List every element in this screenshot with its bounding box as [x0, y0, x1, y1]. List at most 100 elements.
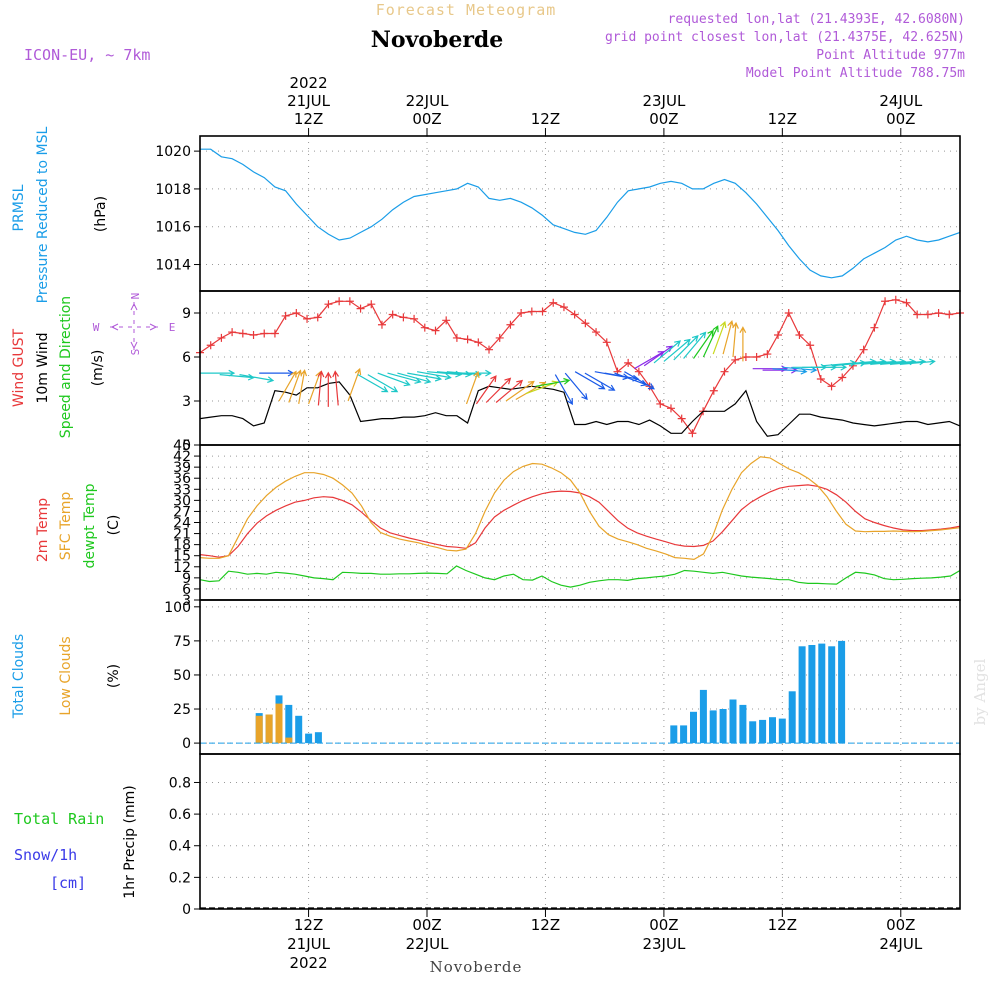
y-tick-label: 42 [173, 449, 191, 465]
x-tick-label-top: 21JUL [287, 92, 330, 110]
x-tick-label-bottom: 21JUL [287, 935, 330, 953]
y-tick-label: 18 [173, 538, 191, 554]
cloud-bar [808, 645, 816, 744]
y-tick-label: 12 [173, 560, 191, 576]
wind-arrow [693, 329, 714, 359]
gust-marker [431, 326, 440, 335]
wind-arrow [278, 370, 297, 402]
gust-marker [228, 328, 237, 337]
temp-label-sfc: SFC Temp [58, 492, 74, 561]
y-tick-label: 50 [173, 668, 191, 684]
wind-arrow [732, 321, 739, 358]
gust-marker [517, 309, 526, 317]
cloud-label-low: Low Clouds [58, 636, 74, 715]
gust-marker [592, 328, 601, 337]
wind-arrow [722, 319, 734, 355]
gust-marker [410, 314, 419, 323]
x-tick-label-bottom: 2022 [289, 954, 327, 972]
y-tick-label: 21 [173, 527, 191, 543]
gust-marker [934, 309, 943, 317]
gust-marker [816, 375, 825, 383]
gust-marker [485, 345, 494, 354]
wind-arrow [347, 367, 362, 402]
wind-arrow [535, 377, 571, 387]
gust-marker [260, 329, 269, 338]
y-tick-label: 24 [173, 516, 191, 532]
gust-marker [527, 307, 536, 316]
gust-marker [913, 310, 922, 319]
wind-unit: (m/s) [90, 350, 106, 387]
gust-marker [495, 333, 504, 342]
wind-arrow [594, 371, 630, 381]
gust-marker [249, 331, 258, 339]
x-tick-label-bottom: 22JUL [406, 935, 449, 953]
gust-marker [388, 310, 397, 319]
wind-arrow [702, 325, 719, 358]
wind-arrow [782, 366, 818, 374]
y-tick-label: 3 [182, 394, 191, 410]
gust-marker [870, 323, 879, 332]
wind-arrow [485, 377, 512, 403]
gust-marker [795, 331, 804, 339]
info-line-1: requested lon,lat (21.4393E, 42.6080N) [668, 12, 965, 27]
gust-marker [891, 295, 900, 304]
wind-arrow [624, 371, 655, 390]
gust-marker [442, 316, 451, 325]
x-tick-label-bottom: 12Z [531, 916, 560, 934]
y-tick-label: 6 [182, 582, 191, 598]
wind-line [199, 381, 961, 437]
wind-arrow [574, 371, 606, 390]
wind-label-dir: Speed and Direction [58, 296, 74, 438]
x-tick-label-top: 2022 [289, 74, 327, 92]
gust-marker [945, 310, 954, 319]
y-tick-label: 1016 [155, 220, 191, 236]
cloud-bar [255, 715, 263, 744]
gust-marker [377, 320, 386, 329]
temp-unit: (C) [106, 515, 122, 536]
wind-arrow [475, 375, 497, 405]
pressure-ylabels: PRMSL Pressure Reduced to MSL (hPa) [11, 126, 109, 303]
y-tick-label: 9 [182, 571, 191, 587]
wind-arrow [456, 369, 492, 377]
cloud-unit: (%) [106, 664, 122, 688]
panel-frame [199, 753, 961, 910]
gust-marker [345, 297, 354, 306]
grid-layer [200, 136, 960, 910]
x-tick-label-top: 12Z [294, 110, 323, 128]
gust-marker [709, 386, 718, 395]
wind-arrow [357, 374, 389, 393]
cloud-bar [285, 704, 293, 744]
precip-label-rain: Total Rain [14, 810, 104, 828]
gust-marker [731, 355, 740, 364]
gust-marker [752, 353, 761, 361]
gust-marker [367, 300, 376, 309]
compass-n: N [129, 293, 142, 300]
cloud-bar [285, 737, 293, 744]
x-tick-label-top: 24JUL [879, 92, 922, 110]
x-tick-label-top: 00Z [412, 110, 441, 128]
temp-label-dewpt: dewpt Temp [82, 483, 98, 568]
gust-marker [688, 429, 697, 438]
y-tick-label: 0 [182, 902, 191, 918]
compass-icon: N S W E [93, 293, 176, 356]
x-tick-label-top: 00Z [886, 110, 915, 128]
watermark: by Angel [971, 658, 989, 725]
wind-arrow [739, 326, 747, 362]
y-tick-label: 25 [173, 702, 191, 718]
gust-marker [420, 323, 429, 332]
compass-s: S [129, 349, 142, 356]
pressure-label-prmsl: PRMSL [11, 184, 27, 231]
y-tick-label: 27 [173, 504, 191, 520]
gust-marker [784, 309, 793, 317]
cloud-ylabels: Total Clouds Low Clouds (%) [11, 634, 122, 719]
compass-e: E [169, 321, 176, 334]
y-tick-label: 0 [182, 438, 191, 454]
gust-marker [634, 367, 643, 376]
wind-arrow [407, 372, 443, 382]
cloud-bar [275, 703, 283, 744]
cloud-bar [828, 646, 836, 744]
cloud-bar [769, 717, 776, 744]
gust-marker [656, 399, 665, 408]
info-line-3: Point Altitude 977m [816, 48, 965, 63]
